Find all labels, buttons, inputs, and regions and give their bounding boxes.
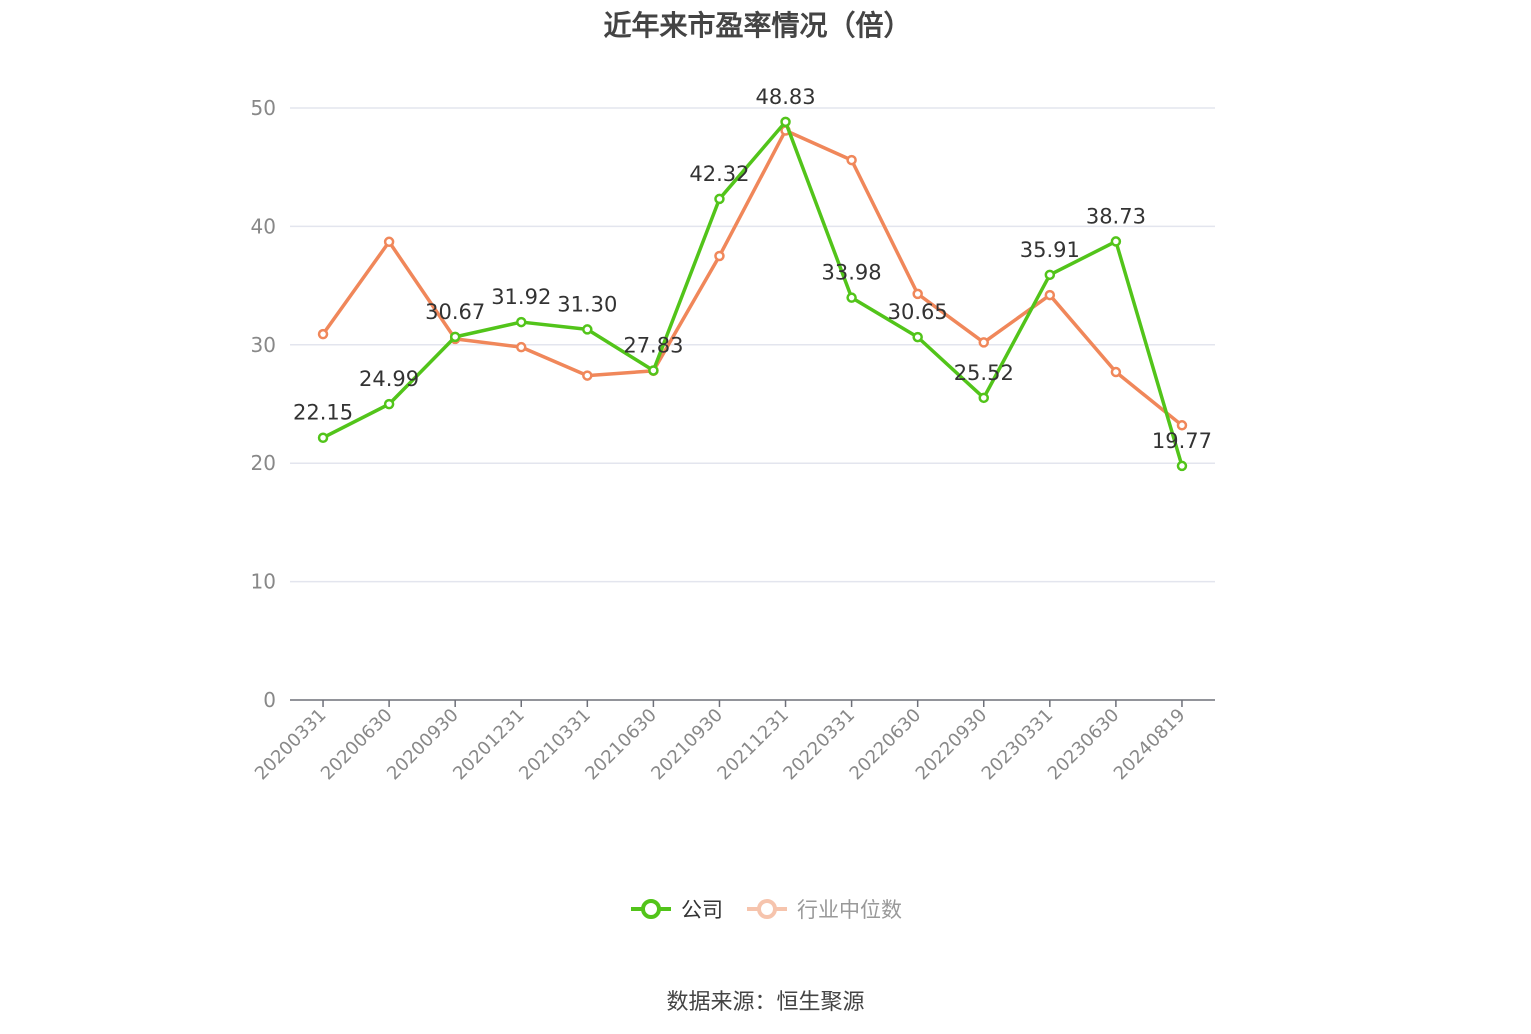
data-label: 19.77 (1152, 429, 1212, 453)
series-1-point[interactable] (516, 341, 527, 353)
series-1-point[interactable] (383, 236, 395, 248)
data-label: 25.52 (954, 361, 1014, 385)
series-line-0 (322, 120, 1184, 467)
legend-industry-median-label: 行业中位数 (797, 898, 902, 922)
series-0-point[interactable] (449, 331, 461, 343)
series-0-point[interactable] (714, 193, 725, 205)
series-1-point[interactable] (978, 337, 989, 348)
series-0-point[interactable] (317, 432, 329, 443)
data-label: 38.73 (1086, 204, 1146, 228)
series-0-point[interactable] (1044, 269, 1056, 281)
legend-company-label: 公司 (681, 898, 723, 922)
legend-item-industry-median[interactable]: 行业中位数 (745, 894, 902, 924)
data-label: 33.98 (822, 261, 882, 285)
series-1-point[interactable] (714, 250, 725, 262)
series-0-point[interactable] (582, 324, 593, 335)
source-note: 数据来源：恒生聚源 (666, 990, 865, 1015)
data-label: 24.99 (359, 367, 419, 391)
series-1-point[interactable] (1176, 420, 1188, 431)
data-label: 22.15 (293, 401, 353, 425)
legend-industry-median-icon (747, 899, 787, 919)
data-label: 27.83 (623, 333, 683, 357)
series-0-point[interactable] (383, 398, 395, 410)
data-label: 48.83 (755, 85, 815, 109)
x-tick-label: 20240819 (1110, 705, 1190, 785)
series-1-point[interactable] (1110, 366, 1122, 378)
y-tick-label: 50 (251, 96, 276, 120)
data-label: 31.92 (491, 285, 551, 309)
series-1-point[interactable] (582, 370, 593, 381)
data-label: 35.91 (1020, 238, 1080, 262)
y-tick-label: 10 (251, 570, 276, 594)
series-0-point[interactable] (516, 316, 527, 328)
series-layer (317, 116, 1188, 472)
data-label: 31.30 (557, 292, 617, 316)
axes: 0102030405020200331202006302020093020201… (251, 96, 1215, 784)
legend-item-company[interactable]: 公司 (629, 894, 723, 924)
data-label: 30.67 (425, 300, 485, 324)
y-tick-label: 20 (251, 451, 276, 475)
grid-lines (290, 107, 1215, 583)
series-0-point[interactable] (1110, 236, 1122, 247)
y-tick-label: 0 (263, 688, 276, 712)
series-0-point[interactable] (978, 392, 989, 404)
legend-company-icon (631, 899, 671, 919)
series-0-point[interactable] (780, 116, 791, 128)
series-1-point[interactable] (317, 328, 329, 340)
series-0-point[interactable] (912, 331, 923, 343)
series-1-point[interactable] (912, 288, 923, 300)
y-tick-label: 30 (251, 333, 276, 357)
data-label: 42.32 (689, 162, 749, 186)
chart-title: 近年来市盈率情况（倍） (603, 9, 912, 42)
data-label: 30.65 (888, 300, 948, 324)
series-0-point[interactable] (1176, 460, 1188, 472)
series-line-1 (321, 128, 1184, 427)
series-1-point[interactable] (1044, 289, 1056, 301)
series-0-point[interactable] (648, 365, 659, 376)
series-0-point[interactable] (846, 292, 857, 303)
series-1-point[interactable] (846, 154, 857, 166)
y-tick-label: 40 (251, 214, 276, 238)
legend: 公司 行业中位数 (0, 894, 1531, 924)
